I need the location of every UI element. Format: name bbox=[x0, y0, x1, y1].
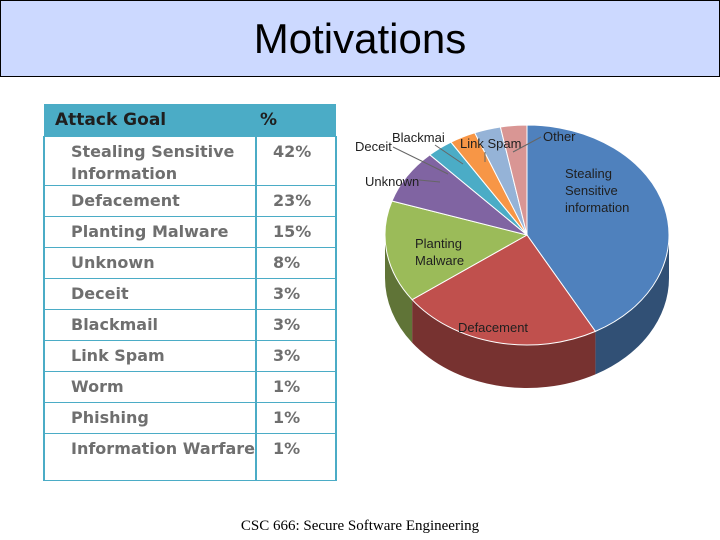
row-goal: Deceit bbox=[43, 278, 257, 310]
pie-slice-label-line: Planting bbox=[415, 236, 462, 251]
row-percent: 42% bbox=[255, 136, 337, 186]
pie-slice-label-line: Stealing bbox=[565, 166, 612, 181]
pie-chart-svg: Stealing Sensitive information Defacement Pl… bbox=[355, 124, 670, 388]
table-row: Link Spam 3% bbox=[43, 340, 337, 372]
row-percent: 1% bbox=[255, 402, 337, 434]
row-goal: Blackmail bbox=[43, 309, 257, 341]
pie-slice-label-line: Malware bbox=[415, 253, 464, 268]
row-percent: 1% bbox=[255, 371, 337, 403]
row-percent: 3% bbox=[255, 340, 337, 372]
row-percent: 8% bbox=[255, 247, 337, 279]
table-row: Defacement 23% bbox=[43, 185, 337, 217]
row-percent: 23% bbox=[255, 185, 337, 217]
table-row: Worm 1% bbox=[43, 371, 337, 403]
footer-course-label: CSC 666: Secure Software Engineering bbox=[240, 518, 480, 534]
table-header-row: Attack Goal % bbox=[44, 104, 336, 137]
page-title: Motivations bbox=[253, 14, 467, 62]
callout-leader-line bbox=[434, 144, 464, 165]
pie-slice bbox=[526, 124, 670, 333]
table-row: Information Warfare 1% bbox=[43, 433, 337, 481]
row-goal: Planting Malware bbox=[43, 216, 257, 248]
pie-callout-label: Blackmai bbox=[392, 130, 445, 145]
pie-slice bbox=[499, 124, 528, 236]
table-row: Blackmail 3% bbox=[43, 309, 337, 341]
row-goal: Link Spam bbox=[43, 340, 257, 372]
pie-slice-label: Stealing Sensitive information bbox=[565, 166, 629, 215]
leader-line bbox=[418, 179, 441, 183]
callout-leader-line bbox=[392, 146, 449, 175]
pie-slice-label: Unknown bbox=[365, 174, 419, 189]
pie-slices bbox=[384, 124, 670, 346]
attack-goal-table: Attack Goal % Stealing Sensitive Informa… bbox=[43, 104, 337, 481]
row-goal: Stealing Sensitive Information bbox=[43, 136, 257, 186]
table-row: Unknown 8% bbox=[43, 247, 337, 279]
pie-callout-label: Other bbox=[543, 129, 576, 144]
table-row: Phishing 1% bbox=[43, 402, 337, 434]
row-percent: 15% bbox=[255, 216, 337, 248]
pie-callout-label: Deceit bbox=[355, 139, 392, 154]
callout-leader-line bbox=[512, 136, 542, 153]
table-row: Planting Malware 15% bbox=[43, 216, 337, 248]
header-attack-goal: Attack Goal bbox=[44, 104, 256, 137]
pie-slice-label: Defacement bbox=[458, 320, 528, 335]
header-percent: % bbox=[256, 104, 336, 137]
pie-chart: Stealing Sensitive information Defacement Pl… bbox=[345, 120, 685, 410]
pie-slice-label-line: Defacement bbox=[458, 320, 528, 335]
pie-slice-side bbox=[385, 235, 413, 343]
pie-slice bbox=[384, 200, 529, 301]
row-goal: Worm bbox=[43, 371, 257, 403]
pie-callout-label: Link Spam bbox=[460, 136, 521, 151]
row-goal: Unknown bbox=[43, 247, 257, 279]
pie-slice-label-line: information bbox=[565, 200, 629, 215]
pie-slice-label: Planting Malware bbox=[415, 236, 464, 268]
row-goal: Defacement bbox=[43, 185, 257, 217]
table-row: Stealing Sensitive Information 42% bbox=[43, 136, 337, 186]
pie-slice-label-line: Sensitive bbox=[565, 183, 618, 198]
row-goal: Information Warfare bbox=[43, 433, 257, 481]
row-goal: Phishing bbox=[43, 402, 257, 434]
row-percent: 3% bbox=[255, 309, 337, 341]
title-bar: Motivations bbox=[0, 0, 720, 77]
table-row: Deceit 3% bbox=[43, 278, 337, 310]
pie-slice bbox=[411, 234, 597, 346]
row-percent: 1% bbox=[255, 433, 337, 481]
row-percent: 3% bbox=[255, 278, 337, 310]
pie-slice-side bbox=[595, 235, 669, 375]
pie-slice-labels: Stealing Sensitive information Defacement Pl… bbox=[365, 166, 629, 335]
